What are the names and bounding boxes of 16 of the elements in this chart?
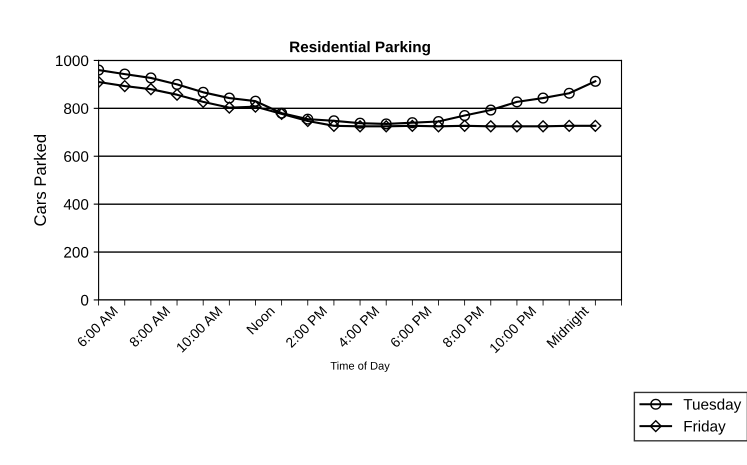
- chart-title: Residential Parking: [290, 41, 430, 56]
- x-tick-label: 8:00 AM: [128, 306, 170, 348]
- y-tick-label: 0: [80, 294, 88, 306]
- x-tick-label: 6:00 PM: [390, 306, 432, 348]
- y-axis-title: Cars Parked: [34, 134, 46, 226]
- legend-label: Friday: [684, 420, 726, 435]
- y-tick-label: 200: [64, 246, 88, 258]
- x-tick-label: 4:00 PM: [337, 306, 380, 348]
- y-tick-label: 800: [64, 103, 88, 114]
- y-tick-label: 400: [64, 199, 88, 210]
- y-tick-label: 600: [64, 151, 88, 162]
- x-axis-title: Time of Day: [330, 362, 390, 372]
- legend-label: Tuesday: [684, 398, 742, 413]
- x-tick-label: 6:00 AM: [76, 306, 118, 348]
- y-tick-label: 1000: [56, 55, 88, 66]
- x-tick-label: 8:00 PM: [442, 306, 484, 348]
